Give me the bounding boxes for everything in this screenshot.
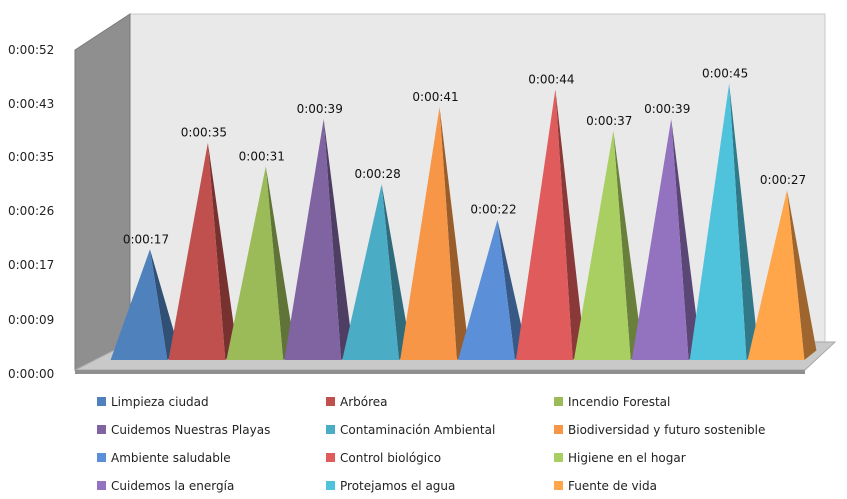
pyramid-side-face <box>265 166 296 360</box>
pyramid-side-face <box>497 219 527 360</box>
pyramid-side-face <box>149 249 180 360</box>
pyramid-series <box>110 83 817 361</box>
pyramid-side-face <box>323 119 354 360</box>
legend-swatch <box>97 453 106 462</box>
y-tick-label: 0:00:26 <box>8 204 54 218</box>
pyramid-bar <box>689 83 747 360</box>
data-label: 0:00:39 <box>644 102 690 116</box>
pyramid-side-face <box>787 190 817 360</box>
y-tick-label: 0:00:09 <box>8 313 54 327</box>
data-label: 0:00:37 <box>586 114 632 128</box>
legend-label: Fuente de vida <box>568 479 657 493</box>
y-tick-label: 0:00:17 <box>8 258 54 272</box>
data-labels: 0:00:17 0:00:35 0:00:31 0:00:39 0:00:28 0:00:… <box>123 66 806 246</box>
pyramid-bar <box>110 249 168 360</box>
legend-swatch <box>326 481 335 490</box>
legend-label: Cuidemos la energía <box>111 479 234 493</box>
legend-swatch <box>554 453 563 462</box>
data-label: 0:00:17 <box>123 232 169 246</box>
pyramid-bar <box>631 119 689 360</box>
legend-swatch <box>554 481 563 490</box>
data-label: 0:00:31 <box>239 149 285 163</box>
pyramid-bar <box>747 190 805 360</box>
legend: Limpieza ciudad Arbórea Incendio Forestal C… <box>97 395 765 493</box>
data-label: 0:00:45 <box>702 66 748 80</box>
legend-swatch <box>326 397 335 406</box>
legend-label: Cuidemos Nuestras Playas <box>111 423 270 437</box>
pyramid-bar <box>168 142 226 360</box>
data-label: 0:00:44 <box>528 72 574 86</box>
pyramid-bar <box>458 219 515 360</box>
data-label: 0:00:35 <box>181 126 227 140</box>
data-label: 0:00:41 <box>412 90 458 104</box>
data-label: 0:00:22 <box>470 203 516 217</box>
pyramid-side-face <box>613 130 643 360</box>
legend-swatch <box>554 397 563 406</box>
legend-label: Biodiversidad y futuro sostenible <box>568 423 765 437</box>
legend-swatch <box>97 481 106 490</box>
pyramid-side-face <box>671 119 701 360</box>
legend-label: Limpieza ciudad <box>111 395 209 409</box>
y-axis: 0:00:00 0:00:09 0:00:17 0:00:26 0:00:35 0:00:… <box>8 43 54 381</box>
pyramid-side-face <box>381 184 412 360</box>
pyramid-side-face <box>207 142 238 360</box>
legend-label: Protejamos el agua <box>340 479 455 493</box>
data-label: 0:00:39 <box>297 102 343 116</box>
legend-label: Ambiente saludable <box>111 451 231 465</box>
data-label: 0:00:27 <box>760 173 806 187</box>
pyramid-bar <box>226 166 284 360</box>
pyramid-side-face <box>729 83 759 360</box>
legend-swatch <box>326 425 335 434</box>
legend-swatch <box>97 425 106 434</box>
legend-swatch <box>554 425 563 434</box>
legend-label: Higiene en el hogar <box>568 451 686 465</box>
y-tick-label: 0:00:52 <box>8 43 54 57</box>
legend-label: Arbórea <box>340 395 388 409</box>
legend-label: Control biológico <box>340 451 441 465</box>
pyramid-side-face <box>555 89 585 360</box>
data-label: 0:00:28 <box>354 167 400 181</box>
legend-swatch <box>97 397 106 406</box>
pyramid-bar <box>342 184 400 360</box>
floor-edge <box>75 370 805 374</box>
pyramid-bar <box>515 89 573 360</box>
legend-label: Contaminación Ambiental <box>340 423 495 437</box>
pyramid-bar <box>573 130 631 360</box>
y-tick-label: 0:00:00 <box>8 367 54 381</box>
side-wall <box>74 13 131 371</box>
pyramid-bar <box>284 119 342 360</box>
y-tick-label: 0:00:35 <box>8 150 54 164</box>
y-tick-label: 0:00:43 <box>8 97 54 111</box>
pyramid-bar <box>400 107 457 361</box>
legend-label: Incendio Forestal <box>568 395 670 409</box>
legend-swatch <box>326 453 335 462</box>
pyramid-side-face <box>439 107 469 361</box>
